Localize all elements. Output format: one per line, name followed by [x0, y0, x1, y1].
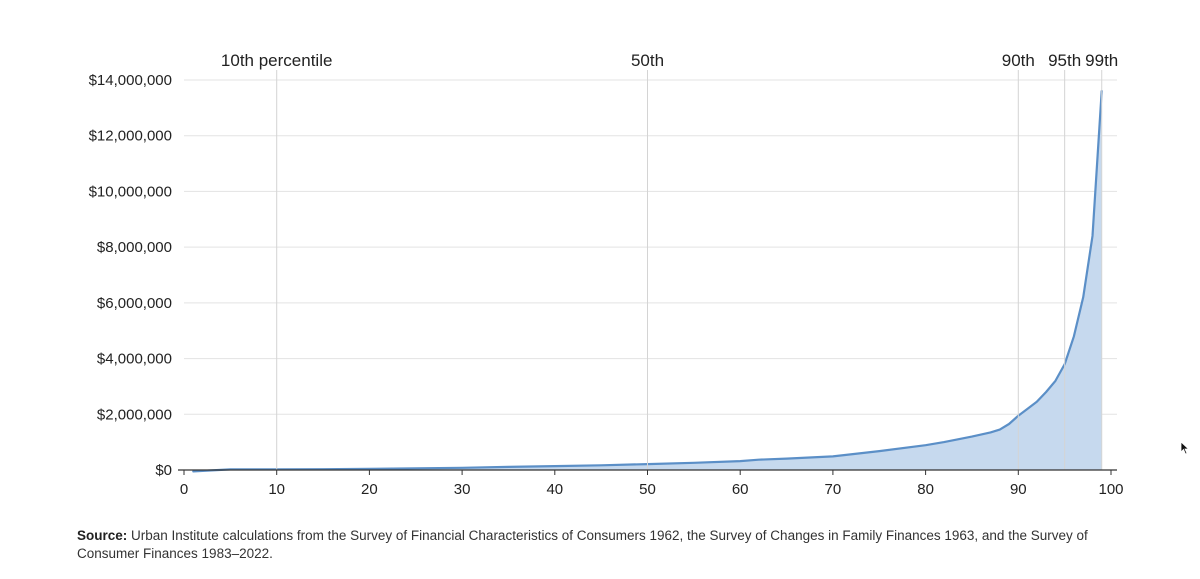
axes [178, 469, 1117, 475]
percentile-label: 90th [1002, 51, 1035, 70]
series-area-fill [193, 91, 1102, 472]
percentile-label: 99th [1085, 51, 1118, 70]
y-tick-label: $14,000,000 [89, 72, 172, 89]
y-tick-label: $10,000,000 [89, 183, 172, 200]
y-tick-label: $8,000,000 [97, 239, 172, 256]
x-tick-label: 80 [917, 481, 934, 498]
series-line [192, 90, 1103, 473]
y-tick-label: $0 [155, 462, 172, 479]
percentile-label: 50th [631, 51, 664, 70]
x-tick-label: 70 [825, 481, 842, 498]
percentile-label: 10th percentile [221, 51, 333, 70]
x-tick-label: 60 [732, 481, 749, 498]
source-label: Source: [77, 528, 128, 543]
x-tick-label: 30 [454, 481, 471, 498]
mouse-cursor-icon [1180, 441, 1190, 455]
x-tick-label: 40 [546, 481, 563, 498]
reference-lines [276, 70, 1103, 470]
x-tick-label: 20 [361, 481, 378, 498]
x-tick-label: 10 [268, 481, 285, 498]
y-tick-label: $4,000,000 [97, 351, 172, 368]
y-tick-label: $2,000,000 [97, 406, 172, 423]
source-note: Source: Urban Institute calculations fro… [77, 527, 1147, 563]
y-tick-label: $12,000,000 [89, 128, 172, 145]
area-layer [192, 90, 1103, 473]
x-tick-label: 50 [639, 481, 656, 498]
y-tick-label: $6,000,000 [97, 295, 172, 312]
percentile-label: 95th [1048, 51, 1081, 70]
tick-labels: $0 $2,000,000 $4,000,000 $6,000,000 $8,000,0… [89, 51, 1124, 498]
x-tick-label: 0 [180, 481, 188, 498]
grid-lines [184, 79, 1117, 415]
x-tick-label: 90 [1010, 481, 1027, 498]
x-tick-label: 100 [1098, 481, 1123, 498]
source-text: Urban Institute calculations from the Su… [77, 528, 1088, 561]
